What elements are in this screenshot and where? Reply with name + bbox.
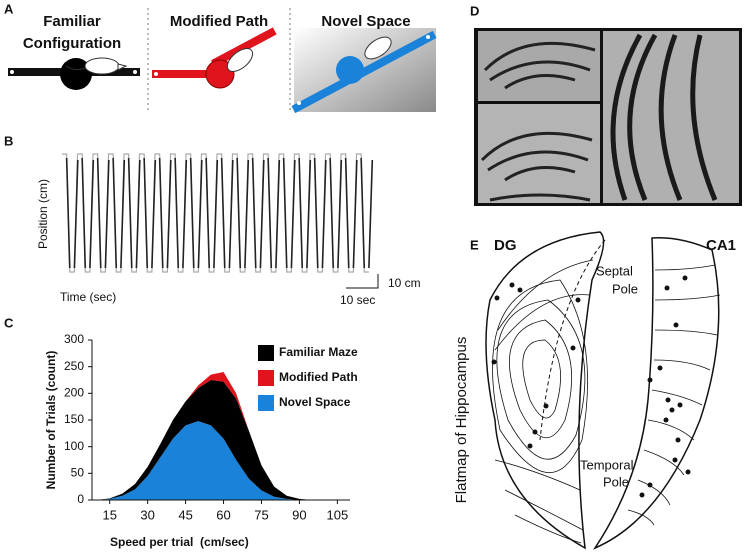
axis-title: Time (sec) (60, 290, 116, 304)
x-tick-label: 30 (140, 507, 154, 522)
y-tick-label: 150 (64, 412, 84, 426)
pole-label: Pole (612, 281, 638, 296)
pole-label: Temporal (580, 457, 634, 472)
panel-label: C (4, 315, 14, 330)
condition-title: Familiar (43, 13, 101, 30)
pole-label: Septal (596, 263, 633, 278)
y-tick-label: 0 (77, 492, 84, 506)
scale-label: 10 cm (388, 276, 421, 290)
legend-label: Novel Space (279, 395, 351, 409)
area (97, 380, 325, 500)
region-label: DG (494, 237, 517, 254)
axis-title: Speed per trial (cm/sec) (110, 535, 249, 549)
position-trace (65, 157, 374, 269)
x-tick-label: 75 (254, 507, 268, 522)
novel-maze (291, 28, 437, 114)
legend-swatch (258, 345, 274, 361)
histology (474, 28, 742, 206)
flatmap (485, 231, 721, 550)
y-tick-label: 100 (64, 439, 84, 453)
x-tick-label: 105 (327, 507, 349, 522)
axis-title: Flatmap of Hippocampus (453, 337, 470, 504)
legend-label: Modified Path (279, 370, 358, 384)
y-tick-label: 300 (64, 332, 84, 346)
panel-label: B (4, 133, 13, 148)
x-tick-label: 45 (178, 507, 192, 522)
scale-label: 10 sec (340, 293, 375, 307)
area (97, 421, 325, 500)
axis-title: Position (cm) (36, 179, 50, 249)
region-label: CA1 (706, 237, 736, 254)
legend-swatch (258, 395, 274, 411)
familiar-maze (8, 57, 140, 90)
legend-label: Familiar Maze (279, 345, 358, 359)
x-tick-label: 60 (216, 507, 230, 522)
panel-label: D (470, 3, 479, 18)
condition-title: Modified Path (170, 13, 268, 30)
chart: 0 50 100 150 200 250 300 15 30 45 60 75 90 105 Familia… (44, 332, 358, 549)
condition-title: Novel Space (321, 13, 410, 30)
y-tick-label: 250 (64, 359, 84, 373)
pole-label: Pole (603, 474, 629, 489)
axis-title: Number of Trials (count) (44, 351, 58, 490)
modified-maze (152, 27, 277, 89)
x-tick-label: 90 (292, 507, 306, 522)
condition-title: Configuration (23, 35, 121, 52)
panel-label: A (4, 1, 14, 16)
y-tick-label: 50 (71, 466, 85, 480)
scale-bar (346, 274, 379, 289)
x-tick-label: 15 (102, 507, 116, 522)
legend-swatch (258, 370, 274, 386)
y-tick-label: 200 (64, 386, 84, 400)
panel-label: E (470, 237, 479, 252)
